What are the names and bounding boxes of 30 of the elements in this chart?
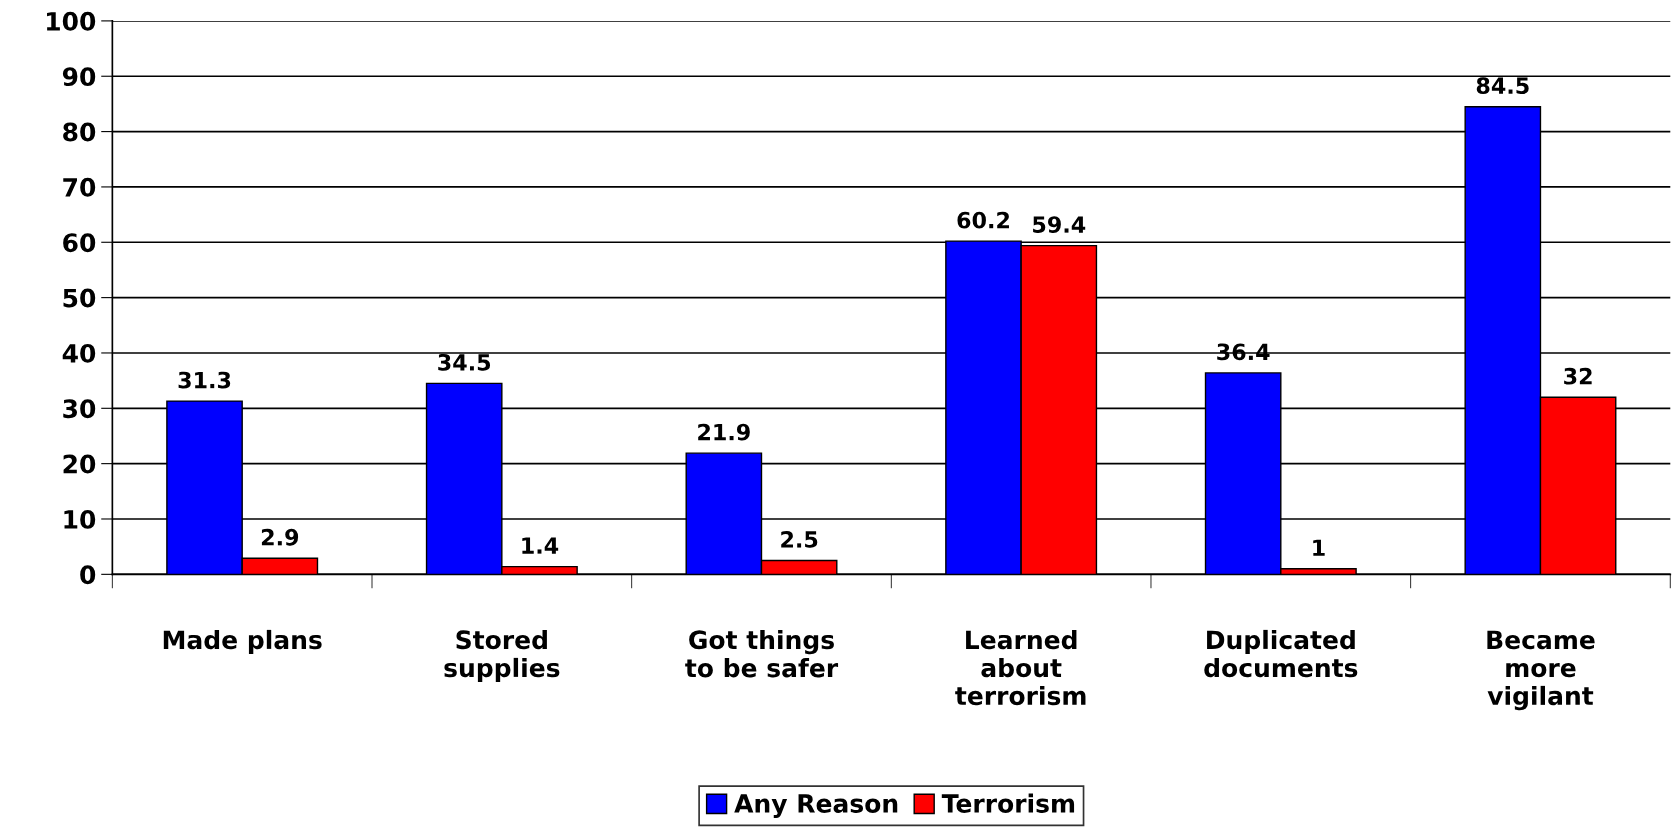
data-label: 2.5 (781, 531, 818, 548)
data-label: 60.2 (957, 211, 1009, 229)
data-label: 1 (1313, 539, 1325, 556)
y-tick-label: 20 (63, 454, 96, 474)
y-tick-label: 70 (63, 177, 96, 197)
y-tick-label: 80 (63, 122, 96, 142)
y-tick-label: 0 (80, 565, 96, 585)
x-tick-label: Duplicated documents (1204, 629, 1358, 678)
x-tick-label: Became more vigilant (1487, 630, 1595, 711)
x-tick-label: Got things to be safer (685, 629, 839, 678)
y-tick-label: 40 (62, 343, 96, 363)
data-label: 34.5 (438, 353, 491, 371)
data-label: 32 (1564, 367, 1592, 385)
y-tick-label: 60 (63, 233, 96, 253)
data-label: 59.4 (1033, 216, 1086, 233)
y-tick-label: 90 (62, 67, 96, 87)
y-tick-label: 50 (63, 288, 96, 308)
legend-label: Any Reason (734, 794, 898, 818)
y-tick-label: 30 (63, 399, 96, 419)
x-tick-label: Learned about terrorism (955, 629, 1086, 706)
data-label: 1.4 (522, 537, 559, 554)
x-tick-label: Made plans (163, 629, 322, 655)
y-tick-label: 100 (47, 11, 96, 31)
data-label: 31.3 (178, 371, 231, 389)
data-label: 84.5 (1476, 77, 1529, 95)
x-tick-label: Stored supplies (444, 629, 560, 683)
y-tick-label: 10 (64, 509, 96, 529)
legend-label: Terrorism (941, 793, 1075, 813)
data-label: 2.9 (261, 528, 299, 546)
data-label: 21.9 (698, 423, 750, 441)
